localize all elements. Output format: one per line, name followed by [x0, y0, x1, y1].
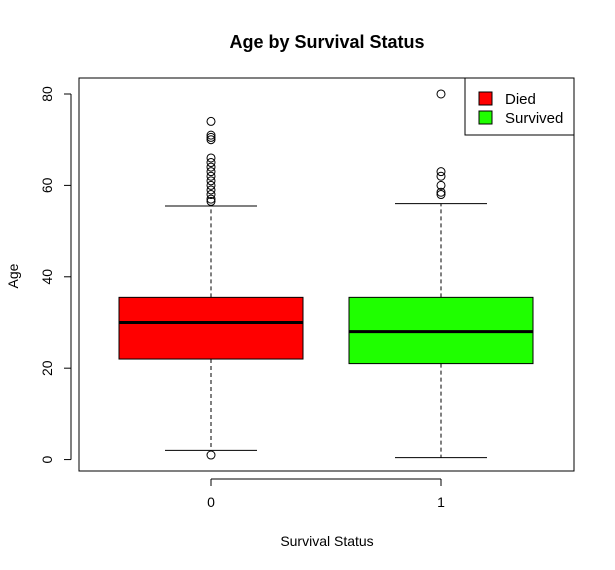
- plot-frame: [78, 77, 575, 472]
- x-tick-label: 1: [437, 494, 445, 510]
- outlier-point: [436, 187, 446, 197]
- y-tick-label: 80: [39, 86, 55, 102]
- legend-label-died: Died: [505, 91, 536, 108]
- outlier-point: [206, 196, 216, 206]
- legend: Died Survived: [464, 77, 575, 136]
- outlier-point: [206, 132, 216, 142]
- outlier-point: [206, 176, 216, 186]
- outlier-point: [206, 162, 216, 172]
- outlier-point: [436, 180, 446, 190]
- x-tick-label: 0: [207, 494, 215, 510]
- outlier-point: [206, 185, 216, 195]
- outlier-point: [206, 190, 216, 200]
- outlier-point: [436, 167, 446, 177]
- legend-box: [464, 77, 575, 136]
- outlier-point: [206, 450, 216, 460]
- box-0: [118, 116, 304, 460]
- y-tick-label: 40: [39, 269, 55, 285]
- x-axis-label: Survival Status: [280, 533, 373, 549]
- y-axis-label: Age: [5, 263, 21, 288]
- outlier-point: [436, 171, 446, 181]
- outlier-point: [206, 153, 216, 163]
- legend-swatch-died: [478, 91, 493, 106]
- box-group: [118, 89, 534, 460]
- legend-swatch-survived: [478, 110, 493, 125]
- chart-title: Age by Survival Status: [229, 32, 424, 52]
- outlier-point: [436, 190, 446, 200]
- outlier-point: [206, 180, 216, 190]
- y-axis: 0 20 40 60 80: [39, 86, 72, 463]
- outlier-point: [206, 130, 216, 140]
- iqr-box: [118, 296, 304, 360]
- outlier-point: [206, 171, 216, 181]
- outlier-point: [206, 167, 216, 177]
- outlier-point: [206, 135, 216, 145]
- legend-label-survived: Survived: [505, 110, 563, 127]
- outlier-point: [206, 158, 216, 168]
- outlier-point: [436, 89, 446, 99]
- y-tick-label: 20: [39, 360, 55, 376]
- outlier-point: [206, 194, 216, 204]
- y-tick-label: 60: [39, 177, 55, 193]
- y-tick-label: 0: [39, 455, 55, 463]
- outlier-point: [206, 116, 216, 126]
- box-1: [348, 89, 534, 459]
